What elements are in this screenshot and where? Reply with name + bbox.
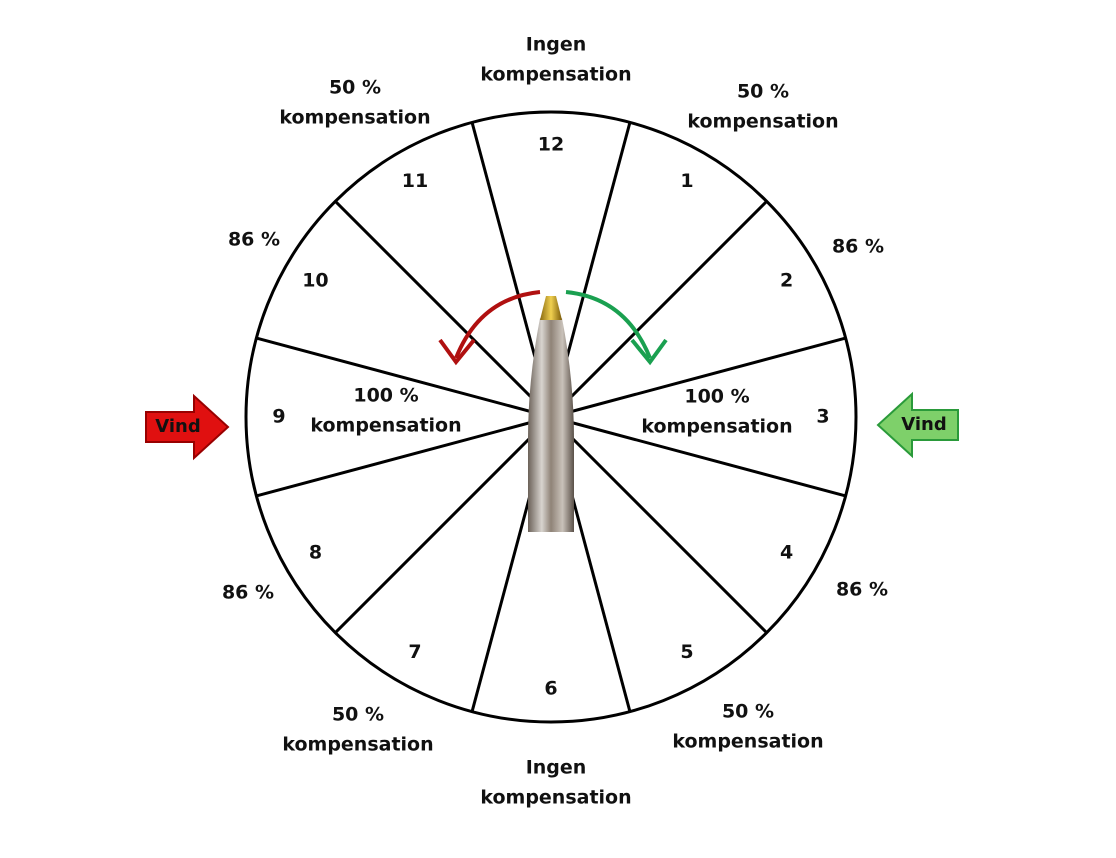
sector-number: 3 bbox=[816, 406, 829, 428]
bullet-body bbox=[528, 318, 574, 532]
compensation-label: kompensation bbox=[282, 734, 433, 756]
arrow-head bbox=[438, 338, 476, 366]
compensation-label: 86 % bbox=[836, 579, 888, 601]
compensation-label: kompensation bbox=[641, 416, 792, 438]
compensation-label: kompensation bbox=[672, 731, 823, 753]
compensation-label: 50 % bbox=[722, 701, 774, 723]
wind-label: Vind bbox=[901, 414, 946, 435]
compensation-label: 100 % bbox=[353, 385, 418, 407]
divider bbox=[550, 415, 846, 498]
sector-number: 2 bbox=[780, 270, 793, 292]
compensation-label: 100 % bbox=[684, 386, 749, 408]
rotation-arrow-right bbox=[565, 290, 652, 359]
divider bbox=[256, 415, 552, 498]
arrow-head bbox=[630, 338, 668, 366]
divider bbox=[550, 336, 846, 419]
sector-number: 5 bbox=[680, 641, 693, 663]
sector-number: 11 bbox=[402, 170, 428, 192]
sector-number: 9 bbox=[272, 406, 285, 428]
compensation-label: 86 % bbox=[228, 229, 280, 251]
sector-number: 8 bbox=[309, 542, 322, 564]
sector-number: 4 bbox=[780, 542, 793, 564]
wind-label: Vind bbox=[155, 416, 200, 437]
bullet bbox=[528, 296, 574, 532]
compensation-label: 86 % bbox=[832, 236, 884, 258]
sector-number: 12 bbox=[538, 134, 564, 156]
divider bbox=[256, 336, 552, 419]
compensation-label: Ingen bbox=[526, 757, 587, 779]
compensation-label: 86 % bbox=[222, 582, 274, 604]
divider bbox=[334, 200, 553, 419]
compensation-label: 50 % bbox=[737, 81, 789, 103]
wind-arrow-right bbox=[876, 391, 959, 459]
wind-arrow-left bbox=[145, 393, 230, 461]
compensation-label: kompensation bbox=[279, 107, 430, 129]
compensation-label: kompensation bbox=[480, 64, 631, 86]
sector-number: 7 bbox=[408, 641, 421, 663]
rotation-arrow-left bbox=[454, 290, 541, 359]
divider bbox=[549, 415, 768, 634]
bullet-tip bbox=[540, 296, 562, 320]
sector-number: 10 bbox=[302, 270, 328, 292]
compensation-label: kompensation bbox=[480, 787, 631, 809]
compensation-label: kompensation bbox=[310, 415, 461, 437]
compensation-label: 50 % bbox=[329, 77, 381, 99]
sector-number: 1 bbox=[680, 170, 693, 192]
compensation-label: kompensation bbox=[687, 111, 838, 133]
divider bbox=[334, 415, 553, 634]
sector-number: 6 bbox=[544, 678, 557, 700]
compensation-label: 50 % bbox=[332, 704, 384, 726]
compensation-label: Ingen bbox=[526, 34, 587, 56]
divider bbox=[549, 200, 768, 419]
